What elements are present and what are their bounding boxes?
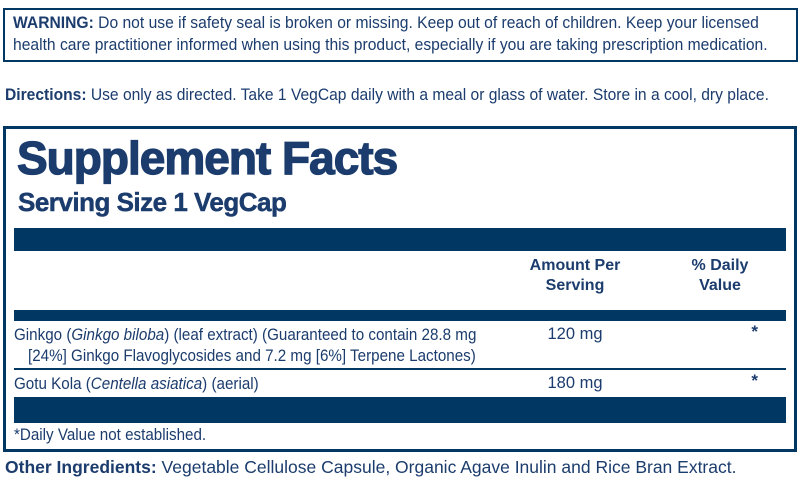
ingredient-row-ginkgo-amount: 120 mg [547, 325, 603, 343]
ingredient-row-ginkgo-name: Ginkgo (Ginkgo biloba) (leaf extract) (G… [14, 325, 476, 346]
ingredient-name-suffix: ) (aerial) [202, 375, 259, 393]
daily-value-footnote: *Daily Value not established. [14, 426, 207, 444]
ingredient-name-prefix: Gotu Kola ( [14, 375, 91, 393]
supplement-facts-title: Supplement Facts [16, 131, 399, 184]
other-ingredients-section: Other Ingredients: Vegetable Cellulose C… [5, 457, 805, 478]
warning-label: WARNING: [13, 13, 94, 32]
ingredient-botanical-name: Centella asiatica [90, 375, 203, 393]
directions-section: Directions: Use only as directed. Take 1… [5, 84, 805, 105]
table-header-separator-bar [14, 310, 786, 321]
serving-size: Serving Size 1 VegCap [18, 187, 287, 218]
ingredient-botanical-name: Ginkgo biloba [71, 326, 165, 344]
ingredient-name-suffix: ) (leaf extract) (Guaranteed to contain … [164, 326, 477, 344]
other-ingredients-text: Vegetable Cellulose Capsule, Organic Aga… [156, 457, 737, 477]
table-top-bar [14, 228, 786, 251]
supplement-facts-panel: Supplement Facts Serving Size 1 VegCap A… [3, 126, 797, 452]
column-header-amount-per-serving: Amount Per Serving [529, 257, 621, 294]
ingredient-row-ginkgo-daily-value: * [751, 322, 758, 341]
warning-paragraph: WARNING: Do not use if safety seal is br… [13, 12, 790, 55]
row-separator-rule [14, 368, 786, 370]
directions-text: Use only as directed. Take 1 VegCap dail… [86, 85, 769, 104]
warning-text: Do not use if safety seal is broken or m… [13, 13, 768, 54]
ingredient-row-gotu-kola-amount: 180 mg [547, 374, 603, 392]
ingredient-row-gotu-kola-daily-value: * [751, 371, 758, 390]
table-bottom-bar [14, 397, 786, 423]
column-header-daily-value: % Daily Value [691, 257, 749, 294]
ingredient-row-gotu-kola-name: Gotu Kola (Centella asiatica) (aerial) [14, 374, 259, 395]
other-ingredients-label: Other Ingredients: [5, 457, 157, 477]
warning-box: WARNING: Do not use if safety seal is br… [3, 8, 798, 62]
directions-label: Directions: [5, 85, 87, 104]
ingredient-name-prefix: Ginkgo ( [14, 326, 72, 344]
directions-paragraph: Directions: Use only as directed. Take 1… [5, 84, 804, 105]
ingredient-row-ginkgo-name-line2: [24%] Ginkgo Flavoglycosides and 7.2 mg … [28, 347, 476, 365]
